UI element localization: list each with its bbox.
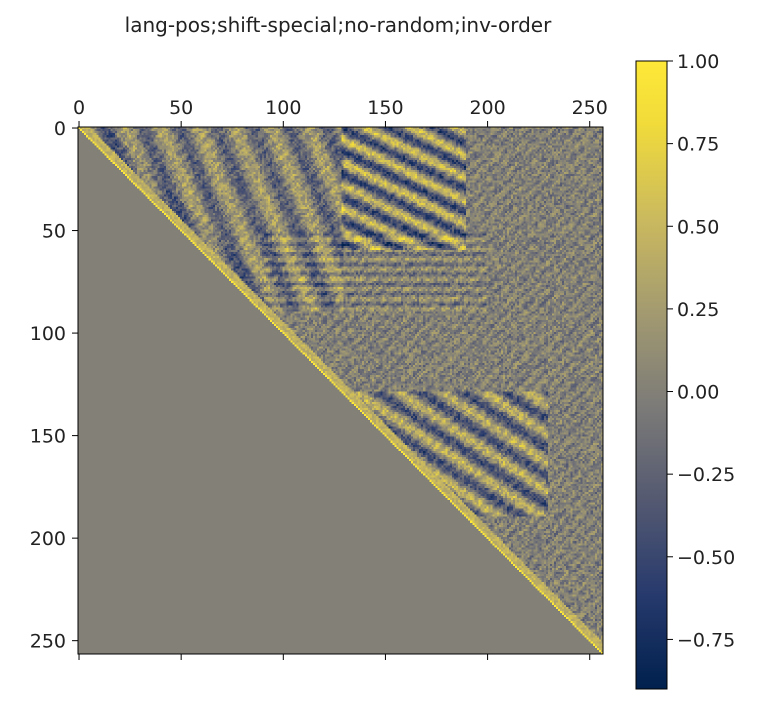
x-tick-label: 100	[265, 97, 301, 119]
y-tick-label: 100	[30, 323, 66, 345]
colorbar-tick-label: 0.75	[677, 134, 719, 156]
colorbar-tick-label: −0.25	[677, 464, 735, 486]
colorbar-tick-label: 0.50	[677, 216, 719, 238]
axes: 0 50 100 150 200 250 0 50 100 150 200 250	[30, 97, 608, 660]
x-tick-label: 150	[367, 97, 403, 119]
x-tick-label: 0	[73, 97, 85, 119]
colorbar-tick-label: 1.00	[677, 51, 719, 73]
plot-frame	[77, 126, 604, 655]
heatmap-matrix	[78, 127, 603, 654]
y-tick-label: 200	[30, 528, 66, 550]
y-tick-label: 0	[54, 118, 66, 140]
x-tick-label: 200	[469, 97, 505, 119]
colorbar-tick-label: 0.00	[677, 382, 719, 404]
colorbar-tick-label: −0.50	[677, 547, 735, 569]
colorbar-tick-label: −0.75	[677, 629, 735, 651]
x-tick-label: 250	[572, 97, 608, 119]
colorbar-frame	[635, 60, 668, 690]
x-tick-label: 50	[169, 97, 193, 119]
heatmap-cells	[78, 127, 603, 654]
chart-title: lang-pos;shift-special;no-random;inv-ord…	[125, 13, 552, 37]
colorbar-tick-label: 0.25	[677, 299, 719, 321]
colorbar: 1.00 0.75 0.50 0.25 0.00 −0.25 −0.50 −0.75	[635, 51, 735, 690]
y-tick-label: 250	[30, 631, 66, 653]
colorbar-gradient	[636, 61, 667, 689]
y-tick-label: 150	[30, 426, 66, 448]
y-tick-label: 50	[42, 221, 66, 243]
